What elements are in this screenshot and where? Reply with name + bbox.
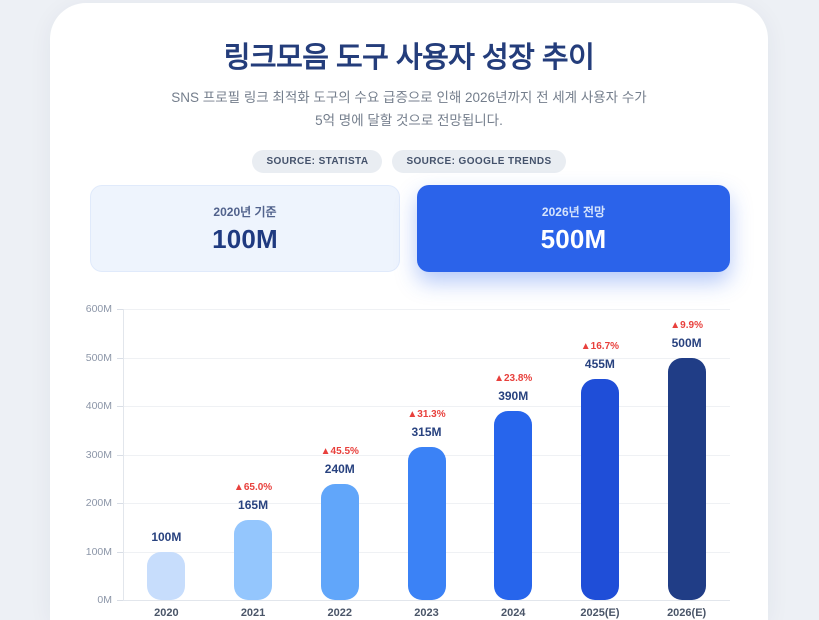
stat-card-2020-baseline: 2020년 기준 100M	[90, 185, 400, 272]
y-axis-tick-label: 300M	[85, 448, 112, 461]
bar-value-label: 100M	[151, 529, 182, 544]
x-axis-label-2026(E): 2026(E)	[667, 607, 707, 619]
bar-2021	[234, 519, 273, 600]
bar-2024	[494, 410, 533, 600]
bar-value-label: 500M	[671, 335, 702, 350]
bar-growth-label: ▲9.9%	[670, 319, 703, 331]
bar-value-label: 315M	[411, 425, 442, 440]
stat-label: 2026년 전망	[541, 204, 606, 219]
y-axis-tick	[117, 600, 123, 601]
y-axis-line	[123, 309, 124, 600]
source-badges: SOURCE: STATISTA SOURCE: GOOGLE TRENDS	[50, 149, 768, 173]
y-axis-tick	[117, 503, 123, 504]
page-title: 링크모음 도구 사용자 성장 추이	[223, 42, 595, 74]
x-axis-label-2022: 2022	[327, 607, 353, 619]
y-axis-tick-label: 0M	[97, 594, 112, 606]
bar-growth-label: ▲45.5%	[320, 445, 359, 457]
y-axis-tick-label: 600M	[85, 303, 112, 315]
y-axis-tick-label: 100M	[85, 545, 112, 558]
gridline	[123, 309, 730, 310]
bar-growth-label: ▲65.0%	[233, 481, 273, 493]
bar-growth-label: ▲31.3%	[407, 409, 446, 421]
bar-2022	[320, 483, 359, 600]
y-axis-tick-label: 200M	[85, 497, 112, 509]
source-badge-google-trends: SOURCE: GOOGLE TRENDS	[392, 149, 566, 173]
bar-value-label: 390M	[498, 388, 529, 403]
bar-growth-label: ▲16.7%	[580, 341, 620, 353]
stat-card-2026-forecast: 2026년 전망 500M	[417, 185, 730, 272]
x-axis-label-2023: 2023	[414, 607, 439, 619]
source-badge-statista: SOURCE: STATISTA	[252, 149, 383, 173]
stat-value: 500M	[540, 223, 607, 254]
y-axis-tick-label: 500M	[85, 351, 112, 364]
gridline	[123, 406, 730, 407]
stat-value: 100M	[212, 223, 278, 254]
stat-label: 2020년 기준	[213, 204, 277, 219]
bar-value-label: 455M	[584, 357, 615, 372]
bar-2026(E)	[667, 357, 706, 600]
page-subtitle: SNS 프로필 링크 최적화 도구의 수요 급증으로 인해 2026년까지 전 …	[171, 90, 647, 128]
x-axis-label-2024: 2024	[500, 607, 526, 619]
bar-value-label: 240M	[324, 461, 355, 476]
gridline	[123, 600, 730, 601]
bar-2023	[407, 447, 446, 600]
bar-2020	[147, 551, 186, 600]
y-axis-tick-label: 400M	[85, 400, 112, 412]
x-axis-label-2025(E): 2025(E)	[580, 607, 620, 619]
gridline	[123, 357, 730, 359]
user-growth-bar-chart: 600M 500M 400M 300M 200M 100M 0M 100M 2020 165M ▲6…	[50, 303, 768, 620]
x-axis-label-2021: 2021	[240, 607, 266, 619]
infographic-card: 링크모음 도구 사용자 성장 추이 SNS 프로필 링크 최적화 도구의 수요 …	[50, 3, 768, 620]
y-axis-tick	[117, 309, 123, 310]
bar-value-label: 165M	[238, 497, 269, 512]
x-axis-label-2020: 2020	[154, 607, 179, 619]
bar-growth-label: ▲23.8%	[494, 372, 533, 384]
bar-2025(E)	[580, 379, 619, 600]
y-axis-tick	[117, 406, 123, 407]
y-axis-tick	[117, 454, 123, 456]
y-axis-tick	[117, 357, 123, 359]
y-axis-tick	[117, 551, 123, 553]
